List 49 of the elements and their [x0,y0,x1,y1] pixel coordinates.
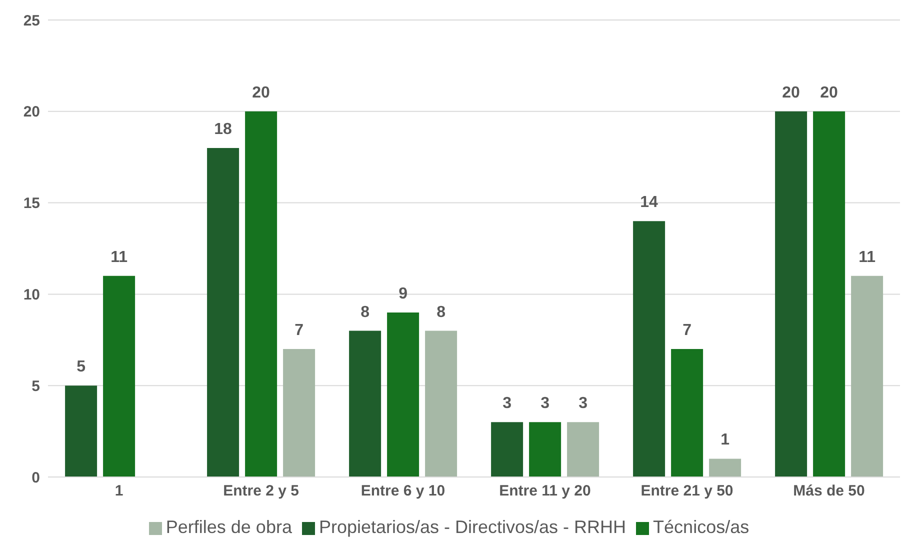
bar [349,330,382,477]
y-tick-label: 0 [32,469,40,486]
data-label: 8 [360,304,370,321]
bar [633,221,666,477]
data-label: 7 [294,322,304,340]
y-tick-label: 20 [23,104,40,121]
data-label: 11 [858,248,876,266]
bar [425,330,458,477]
legend-label: Perfiles de obra [166,517,292,537]
bar [103,276,136,477]
data-label: 3 [540,395,550,412]
bar [207,148,240,477]
bar [671,349,704,477]
bar [387,312,420,477]
y-tick-label: 10 [23,286,40,304]
data-label: 8 [436,304,446,321]
bar [283,349,316,477]
x-tick-label: Más de 50 [793,482,865,500]
data-label: 14 [640,194,658,212]
bar [709,458,742,477]
x-tick-label: Entre 11 y 20 [499,482,591,500]
data-label: 20 [252,84,270,102]
data-label: 9 [398,285,408,302]
data-label: 1 [720,432,730,449]
y-tick-label: 5 [32,378,40,395]
y-tick-label: 25 [23,12,40,30]
data-label: 11 [110,248,128,266]
bar [813,111,846,477]
legend-label: Propietarios/as - Directivos/as - RRHH [318,517,626,537]
data-label: 20 [820,84,838,102]
x-tick-label: Entre 21 y 50 [640,482,734,500]
data-label: 20 [782,84,800,102]
bar [775,111,808,477]
bar [567,422,600,477]
legend-label: Técnicos/as [653,517,750,537]
x-tick-label: 1 [114,482,124,500]
data-label: 5 [76,358,86,376]
x-tick-label: Entre 6 y 10 [360,482,446,500]
bar [529,422,562,477]
data-label: 7 [682,322,692,340]
bar [245,111,278,477]
bar [851,276,884,477]
bar [65,386,98,477]
y-tick-label: 15 [23,195,40,212]
data-label: 3 [502,395,512,412]
x-tick-label: Entre 2 y 5 [223,482,299,500]
data-label: 3 [578,395,588,412]
bar [491,422,524,477]
data-label: 18 [214,120,232,138]
